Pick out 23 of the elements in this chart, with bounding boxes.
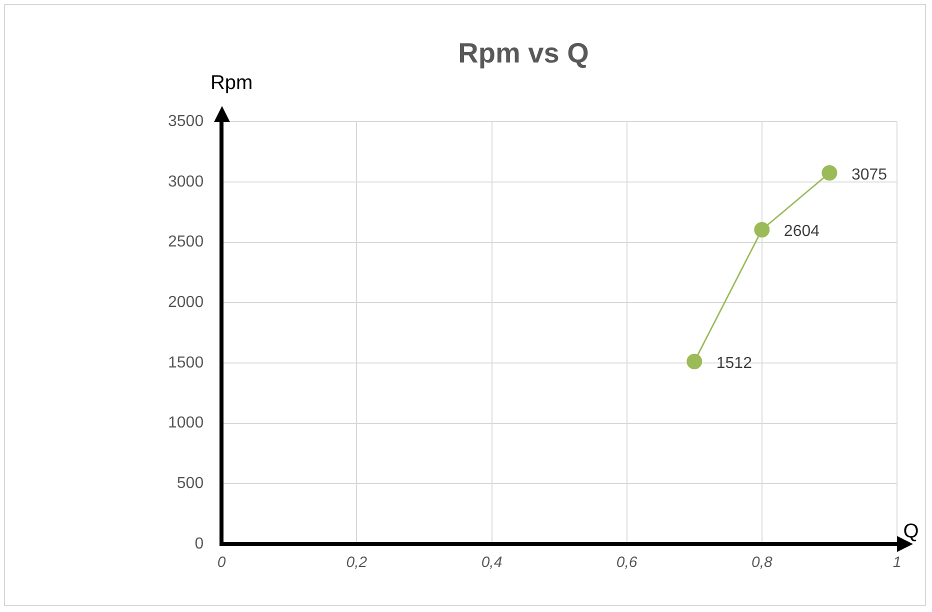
y-tick-label: 3000 — [168, 173, 204, 190]
y-tick-label: 500 — [176, 475, 204, 492]
x-tick-label: 1 — [892, 554, 902, 572]
y-axis-title: Rpm — [210, 72, 253, 94]
point — [822, 165, 838, 181]
point — [754, 222, 770, 238]
point — [686, 354, 702, 370]
x-tick-label: 0,6 — [616, 554, 638, 572]
y-tick-label: 2500 — [168, 234, 204, 251]
data-label: 3075 — [851, 166, 888, 184]
y-tick-label: 3500 — [168, 113, 204, 130]
x-tick-label: 0 — [217, 554, 226, 572]
data-label: 2604 — [784, 223, 820, 240]
y-tick-label: 2000 — [168, 294, 204, 312]
chart-title: Rpm vs Q — [458, 38, 589, 69]
x-tick-label: 0,2 — [346, 554, 368, 572]
data-label: 1512 — [716, 354, 752, 372]
x-tick-label: 0,8 — [751, 554, 773, 572]
x-tick-label: 0,4 — [481, 554, 502, 572]
y-tick-label: 1000 — [168, 414, 204, 432]
y-tick-label: 1500 — [168, 354, 204, 372]
x-axis-title: Q — [903, 520, 919, 543]
y-tick-label: 0 — [194, 535, 204, 552]
